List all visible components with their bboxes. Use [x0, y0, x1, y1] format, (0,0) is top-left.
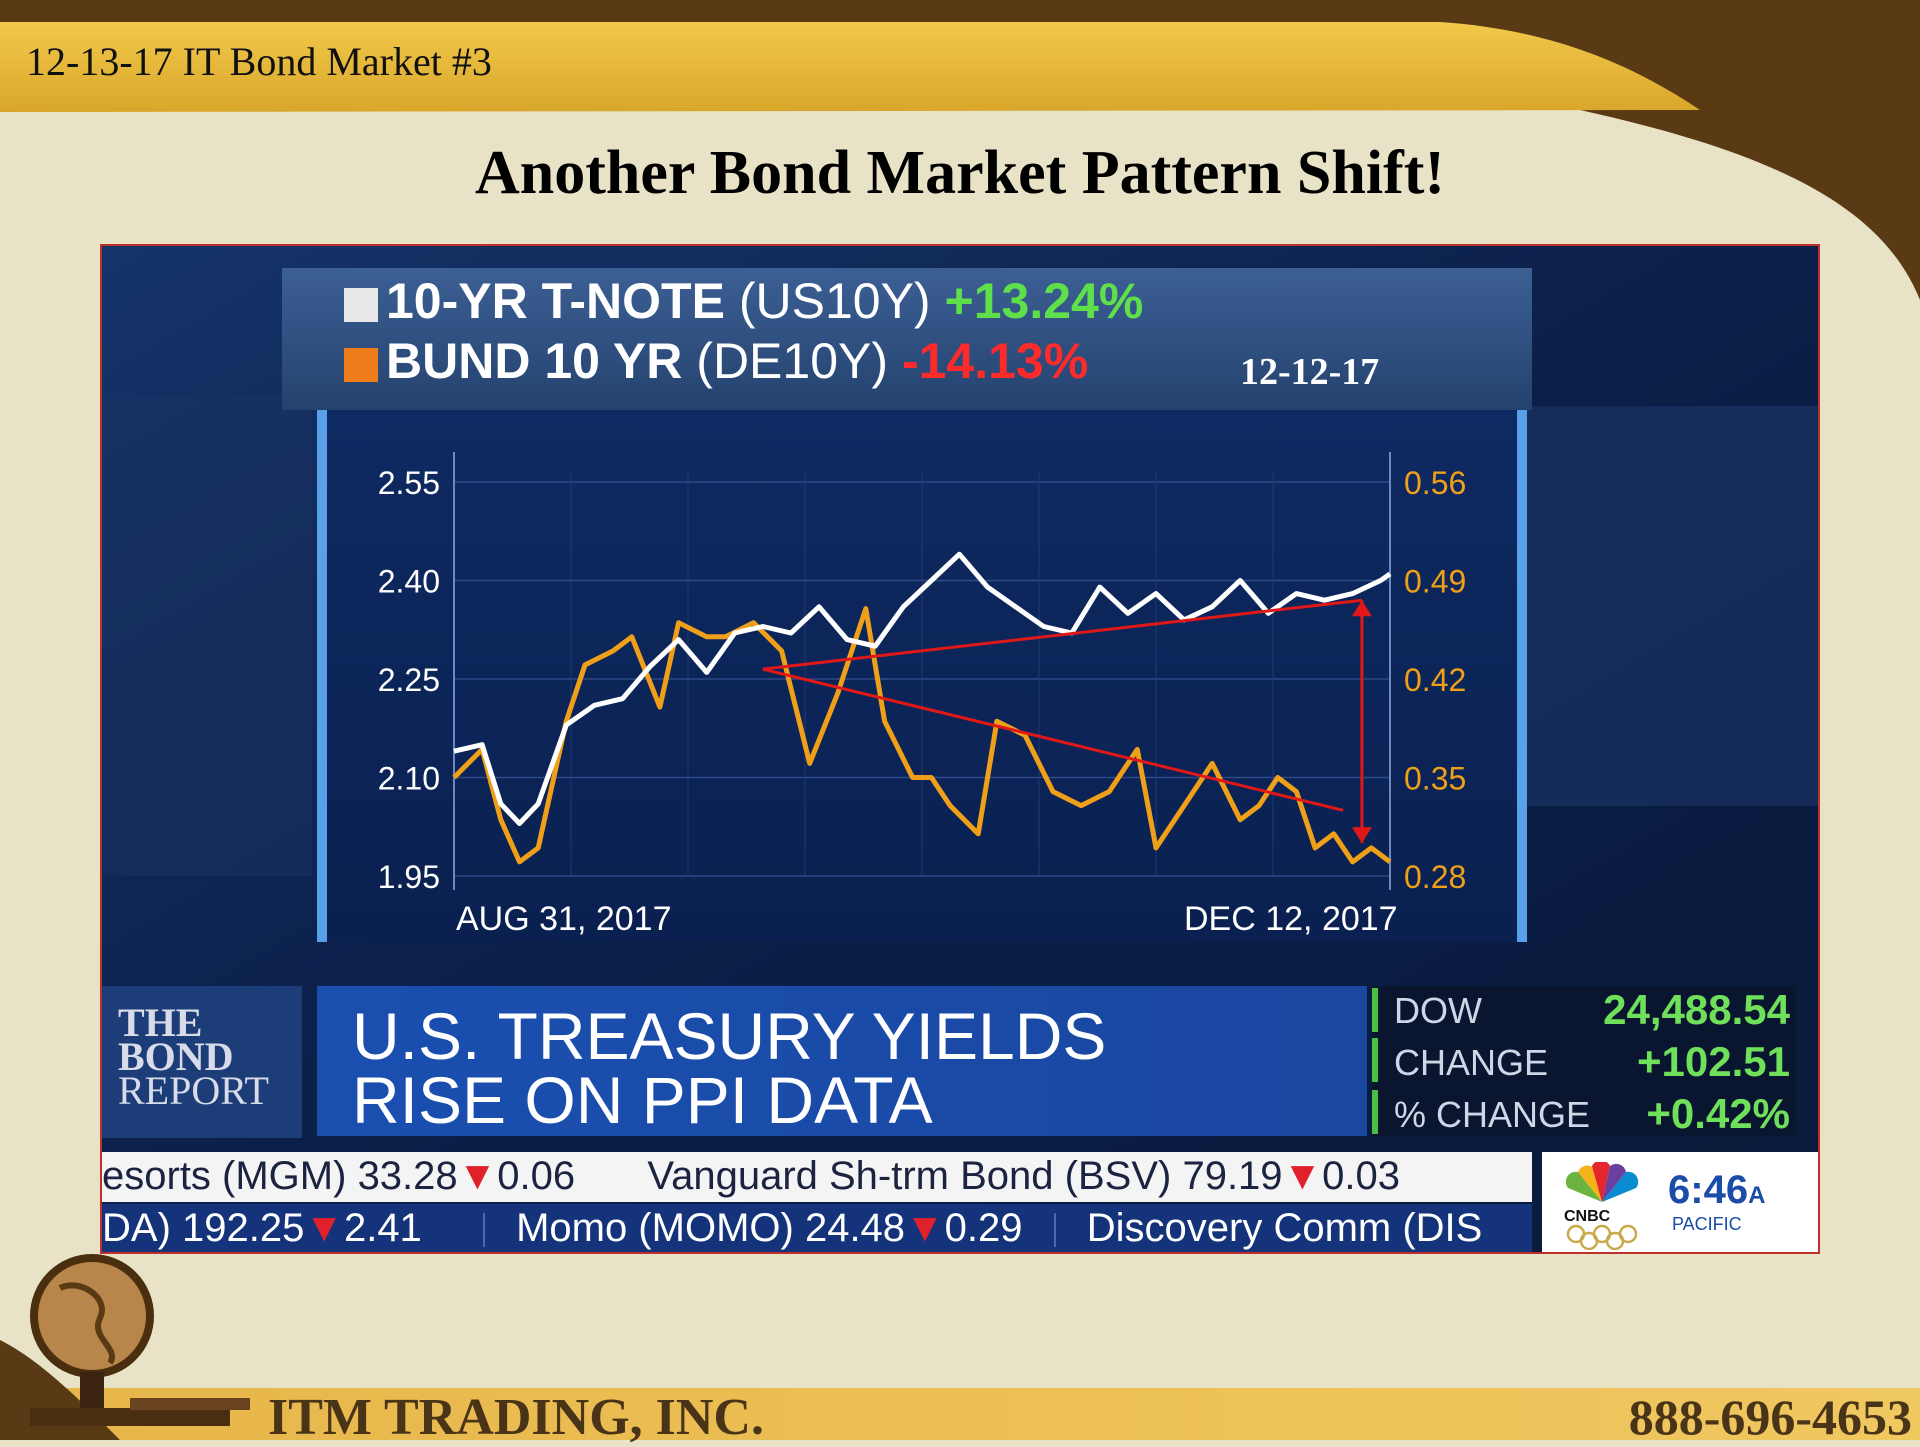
down-arrow-icon: ▼: [1282, 1154, 1323, 1198]
clock: 6:46A: [1668, 1168, 1765, 1213]
ticker-bottom-change-1: 2.41: [343, 1206, 422, 1250]
peacock-icon: [1565, 1162, 1639, 1202]
x-label-end: DEC 12, 2017: [1184, 900, 1398, 938]
footer-company: ITM TRADING, INC.: [268, 1389, 764, 1446]
market-bar-dow: [1372, 988, 1378, 1032]
market-value-pct: +0.42%: [1646, 1090, 1790, 1137]
y-tick-right-0: 0.56: [1404, 465, 1466, 501]
bond-report-logo-line1: THE: [118, 1000, 203, 1045]
ticker-bottom-price-1: 192.25: [182, 1206, 305, 1250]
arrowhead-up: [1351, 600, 1372, 617]
bond-report-logo-line3: REPORT: [118, 1068, 269, 1113]
headline-line2: RISE ON PPI DATA: [352, 1063, 933, 1137]
bond-report-logo: THE BOND REPORT: [118, 1000, 269, 1113]
market-value-change: +102.51: [1637, 1038, 1790, 1085]
market-value-dow: 24,488.54: [1603, 986, 1790, 1033]
ticker-bottom-name-1: DA): [102, 1206, 171, 1250]
market-label-pct: % CHANGE: [1394, 1094, 1591, 1135]
ticker-bottom-name-3: Discovery Comm (DIS: [1086, 1206, 1483, 1250]
legend-bund-change: -14.13%: [901, 333, 1089, 389]
y-tick-right-1: 0.49: [1404, 564, 1466, 600]
clock-ampm: A: [1748, 1182, 1766, 1209]
x-label-start: AUG 31, 2017: [456, 900, 672, 938]
y-tick-right-3: 0.35: [1404, 761, 1466, 797]
y-tick-left-1: 2.40: [378, 564, 440, 600]
ticker-bottom-name-2: Momo (MOMO): [516, 1206, 794, 1250]
ticker-top-change-1: 0.06: [497, 1154, 576, 1198]
ticker-top-price-1: 33.28: [357, 1154, 458, 1198]
headline-line1: U.S. TREASURY YIELDS: [352, 999, 1107, 1073]
y-tick-left-3: 2.10: [378, 761, 440, 797]
annotation-arrow-up: [762, 598, 1363, 671]
ticker-bottom: DA) 192.25▼2.41 Momo (MOMO) 24.48▼0.29 D…: [102, 1206, 1482, 1251]
market-panel: DOW 24,488.54 CHANGE +102.51 % CHANGE +0…: [1372, 986, 1796, 1137]
ticker-bottom-price-2: 24.48: [804, 1206, 906, 1250]
y-tick-left-0: 2.55: [378, 465, 440, 501]
header-title: 12-13-17 IT Bond Market #3: [26, 39, 492, 84]
headline: U.S. TREASURY YIELDS RISE ON PPI DATA: [352, 999, 1107, 1137]
legend-tnote-change: +13.24%: [944, 273, 1144, 329]
down-arrow-icon: ▼: [304, 1206, 344, 1250]
ticker-top-price-2: 79.19: [1182, 1154, 1283, 1198]
y-tick-left-2: 2.25: [378, 662, 440, 698]
ticker-top-name-1: esorts (MGM): [102, 1154, 347, 1198]
bond-report-logo-line2: BOND: [118, 1034, 234, 1079]
market-bar-pct: [1372, 1090, 1378, 1134]
yield-chart: 2.55 2.40 2.25 2.10 1.95 0.56 0.49 0.42 0.35 0.28: [378, 452, 1466, 895]
cnbc-screenshot: 10-YR T-NOTE (US10Y) +13.24% BUND 10 YR …: [100, 244, 1820, 1254]
annotation-arrow-down: [762, 667, 1344, 812]
ticker-bottom-change-2: 0.29: [944, 1206, 1023, 1250]
legend-swatch-bund: [344, 348, 378, 382]
legend-swatch-tnote: [344, 288, 378, 322]
clock-zone: PACIFIC: [1672, 1214, 1742, 1234]
legend-tnote-symbol: (US10Y): [738, 273, 931, 329]
down-arrow-icon: ▼: [905, 1206, 945, 1250]
olympic-rings-icon: [1566, 1224, 1638, 1250]
legend-bund-name: BUND 10 YR: [386, 333, 683, 389]
network-logo-text: CNBC: [1564, 1208, 1611, 1225]
y-tick-right-2: 0.42: [1404, 662, 1466, 698]
slide-title: Another Bond Market Pattern Shift!: [474, 139, 1446, 207]
legend-item-bund: BUND 10 YR (DE10Y) -14.13%: [344, 332, 1088, 390]
legend-bund-symbol: (DE10Y): [696, 333, 889, 389]
arrowhead-down: [1351, 827, 1372, 844]
market-label-change: CHANGE: [1394, 1042, 1549, 1083]
down-arrow-icon: ▼: [457, 1154, 498, 1198]
series-line-tnote: [453, 551, 1392, 826]
legend-item-tnote: 10-YR T-NOTE (US10Y) +13.24%: [344, 272, 1143, 330]
date-stamp: 12-12-17: [1240, 351, 1380, 393]
y-tick-right-4: 0.28: [1404, 859, 1466, 895]
footer-phone: 888-696-4653: [1628, 1389, 1912, 1445]
legend-tnote-name: 10-YR T-NOTE: [386, 273, 725, 329]
globe-icon: [30, 1254, 250, 1426]
clock-time: 6:46: [1668, 1168, 1749, 1212]
ticker-top-change-2: 0.03: [1322, 1154, 1401, 1198]
market-label-dow: DOW: [1394, 990, 1482, 1031]
y-tick-left-4: 1.95: [378, 859, 440, 895]
market-bar-change: [1372, 1038, 1378, 1082]
ticker-top: esorts (MGM) 33.28▼0.06 Vanguard Sh-trm …: [102, 1154, 1400, 1199]
ticker-top-name-2: Vanguard Sh-trm Bond (BSV): [647, 1154, 1172, 1198]
series-line-bund: [452, 606, 1392, 865]
network-box: CNBC 6:46A PACIFIC: [1542, 1152, 1818, 1252]
